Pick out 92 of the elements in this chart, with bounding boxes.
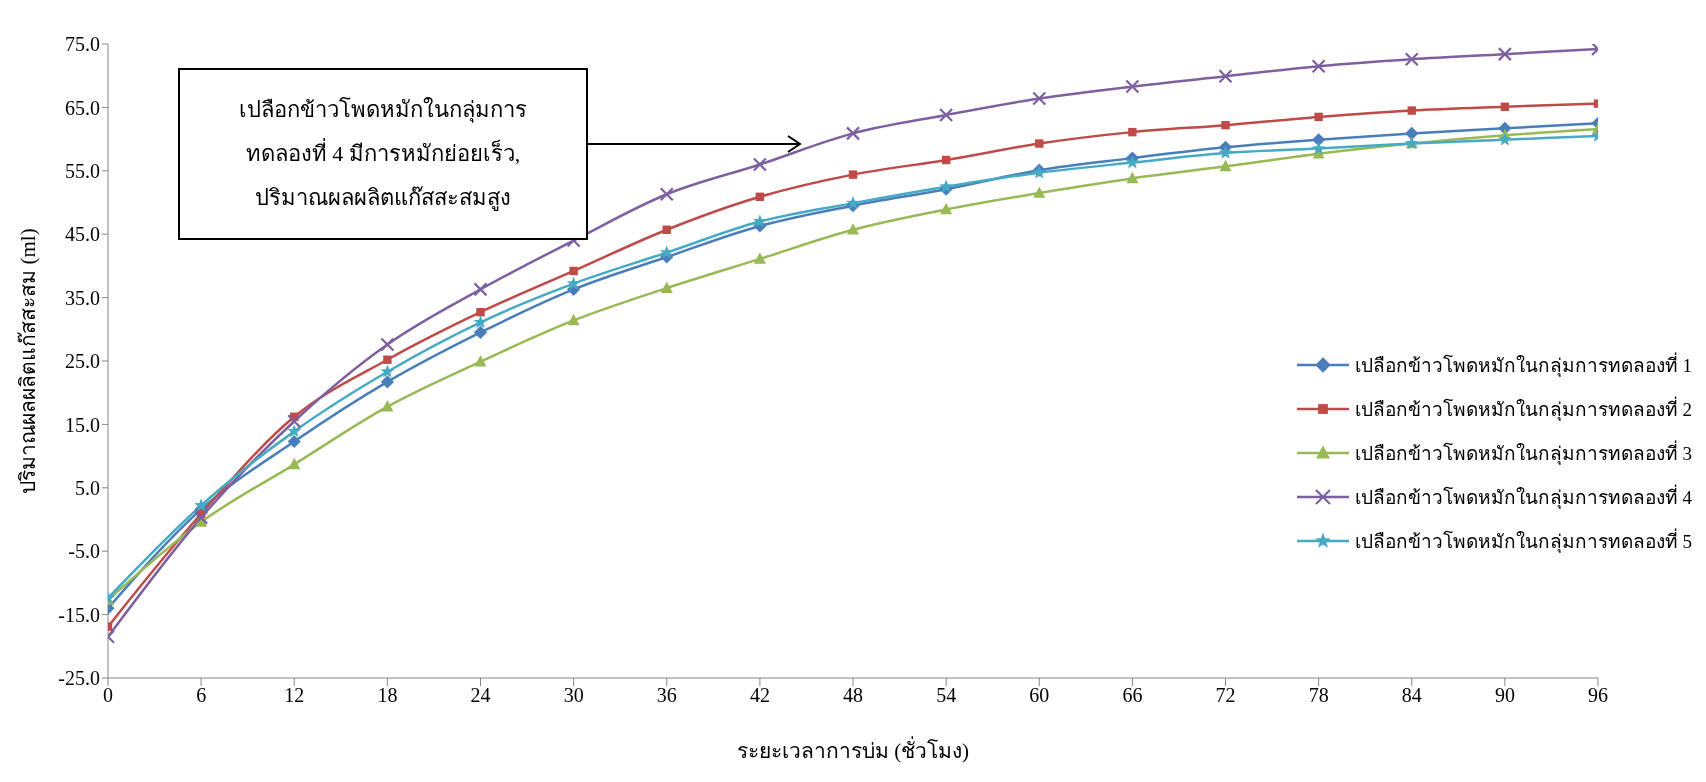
y-tick-label: -25.0 xyxy=(58,667,100,690)
point xyxy=(381,400,394,412)
y-tick-label: 15.0 xyxy=(65,413,100,436)
point xyxy=(473,315,488,329)
legend-label: เปลือกข้าวโพดหมักในกลุ่มการทดลองที่ 4 xyxy=(1354,483,1692,511)
point xyxy=(1404,52,1419,67)
point xyxy=(1126,171,1139,184)
point xyxy=(1407,106,1416,115)
legend-label: เปลือกข้าวโพดหมักในกลุ่มการทดลองที่ 5 xyxy=(1354,527,1692,555)
point xyxy=(1221,120,1230,130)
point xyxy=(1314,112,1323,122)
point xyxy=(1033,186,1046,198)
point xyxy=(939,107,954,123)
x-tick-label: 60 xyxy=(1029,684,1050,707)
point xyxy=(941,155,951,165)
point xyxy=(846,195,860,209)
y-tick-label: 55.0 xyxy=(65,159,100,182)
point xyxy=(1311,59,1326,74)
point xyxy=(566,276,581,290)
x-tick-label: 66 xyxy=(1122,684,1143,707)
point xyxy=(1219,159,1232,172)
y-tick-label: -5.0 xyxy=(68,540,100,563)
x-tick-label: 24 xyxy=(470,684,491,707)
x-tick-label: 18 xyxy=(377,684,398,707)
point xyxy=(474,355,487,367)
point xyxy=(1500,102,1510,111)
point xyxy=(383,355,392,364)
point xyxy=(753,252,766,264)
point xyxy=(1405,126,1419,140)
point xyxy=(567,313,580,326)
y-tick-label: 45.0 xyxy=(65,223,100,246)
point xyxy=(662,225,671,234)
point xyxy=(1497,47,1512,62)
point xyxy=(659,187,674,202)
point xyxy=(287,414,302,429)
legend-label: เปลือกข้าวโพดหมักในกลุ่มการทดลองที่ 3 xyxy=(1354,439,1692,467)
point xyxy=(473,325,488,340)
point xyxy=(380,364,395,378)
point xyxy=(1128,127,1137,137)
point xyxy=(1125,155,1140,169)
x-tick-label: 12 xyxy=(284,684,305,707)
point xyxy=(845,126,861,141)
point xyxy=(753,214,767,228)
point xyxy=(476,307,485,317)
x-tick-label: 36 xyxy=(656,684,677,707)
point xyxy=(380,375,394,389)
y-tick-label: 5.0 xyxy=(75,476,100,499)
x-tick-label: 90 xyxy=(1494,684,1515,707)
point xyxy=(1218,145,1233,159)
y-tick-label: 75.0 xyxy=(65,33,100,56)
point xyxy=(569,266,578,276)
point xyxy=(288,457,301,470)
point xyxy=(1311,141,1326,155)
y-tick-label: 25.0 xyxy=(65,350,100,373)
point xyxy=(752,157,767,172)
x-tick-label: 72 xyxy=(1215,684,1236,707)
point xyxy=(1032,91,1047,106)
point xyxy=(1498,132,1512,146)
x-tick-label: 84 xyxy=(1401,684,1422,707)
point xyxy=(848,170,858,179)
legend-label: เปลือกข้าวโพดหมักในกลุ่มการทดลองที่ 1 xyxy=(1354,351,1692,379)
point xyxy=(473,282,488,297)
point xyxy=(194,510,209,525)
point xyxy=(1218,69,1233,84)
point xyxy=(660,281,673,293)
point xyxy=(755,192,765,201)
point xyxy=(1312,133,1326,147)
x-tick-label: 96 xyxy=(1588,684,1608,707)
point xyxy=(1035,139,1044,148)
point xyxy=(380,337,395,352)
point xyxy=(940,202,953,215)
x-tick-label: 42 xyxy=(749,684,770,707)
x-axis-title: ระยะเวลาการบ่ม (ชั่วโมง) xyxy=(736,736,970,763)
legend-label: เปลือกข้าวโพดหมักในกลุ่มการทดลองที่ 2 xyxy=(1354,395,1692,423)
point xyxy=(847,223,859,235)
x-tick-label: 0 xyxy=(103,684,113,707)
annotation: เปลือกข้าวโพดหมักในกลุ่มการ ทดลองที่ 4 มีการหมักย่อยเร็ว, ปริมาณผลผลิตแก๊สสะสมสูง xyxy=(239,96,527,213)
y-tick-label: -15.0 xyxy=(58,603,100,626)
x-tick-label: 48 xyxy=(843,684,863,707)
point xyxy=(1125,79,1140,94)
x-tick-label: 78 xyxy=(1308,684,1329,707)
point xyxy=(659,245,674,259)
point xyxy=(194,498,208,512)
x-tick-label: 6 xyxy=(196,684,207,707)
y-tick-label: 65.0 xyxy=(65,96,100,119)
point xyxy=(287,424,302,438)
y-tick-label: 35.0 xyxy=(65,286,100,309)
text-box: เปลือกข้าวโพดหมักในกลุ่มการ ทดลองที่ 4 มีการหมักย่อยเร็ว, ปริมาณผลผลิตแก๊สสะสมสูง xyxy=(178,68,588,240)
point xyxy=(287,434,301,449)
x-tick-label: 54 xyxy=(936,684,957,707)
y-axis-title: ปริมาณผลผลิตแก๊สสะสม (ml) xyxy=(16,228,41,494)
x-tick-label: 30 xyxy=(563,684,584,707)
